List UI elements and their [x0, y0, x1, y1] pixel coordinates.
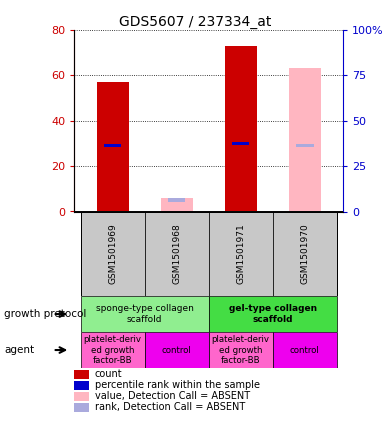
Text: agent: agent — [4, 345, 34, 355]
Text: control: control — [290, 346, 320, 354]
Bar — [225, 46, 257, 212]
Bar — [145, 332, 209, 368]
Bar — [145, 212, 209, 296]
Text: growth protocol: growth protocol — [4, 309, 86, 319]
Text: GSM1501968: GSM1501968 — [172, 223, 181, 284]
Text: sponge-type collagen
scaffold: sponge-type collagen scaffold — [96, 305, 193, 324]
Bar — [209, 212, 273, 296]
Bar — [104, 144, 121, 147]
Bar — [296, 144, 314, 147]
Text: value, Detection Call = ABSENT: value, Detection Call = ABSENT — [95, 391, 250, 401]
Bar — [80, 296, 209, 332]
Text: GDS5607 / 237334_at: GDS5607 / 237334_at — [119, 15, 271, 29]
Bar — [273, 212, 337, 296]
Bar — [96, 82, 129, 212]
Bar — [232, 142, 250, 145]
Bar — [80, 212, 145, 296]
Bar — [209, 296, 337, 332]
Bar — [80, 332, 145, 368]
Text: GSM1501970: GSM1501970 — [300, 223, 309, 284]
Text: rank, Detection Call = ABSENT: rank, Detection Call = ABSENT — [95, 402, 245, 412]
Bar — [209, 332, 273, 368]
Text: platelet-deriv
ed growth
factor-BB: platelet-deriv ed growth factor-BB — [212, 335, 270, 365]
Text: platelet-deriv
ed growth
factor-BB: platelet-deriv ed growth factor-BB — [83, 335, 142, 365]
Bar — [161, 198, 193, 212]
Text: gel-type collagen
scaffold: gel-type collagen scaffold — [229, 305, 317, 324]
Text: percentile rank within the sample: percentile rank within the sample — [95, 380, 260, 390]
Text: count: count — [95, 369, 122, 379]
Bar — [273, 332, 337, 368]
Bar — [168, 198, 185, 202]
Text: GSM1501971: GSM1501971 — [236, 223, 245, 284]
Text: GSM1501969: GSM1501969 — [108, 223, 117, 284]
Bar — [289, 68, 321, 212]
Text: control: control — [162, 346, 191, 354]
